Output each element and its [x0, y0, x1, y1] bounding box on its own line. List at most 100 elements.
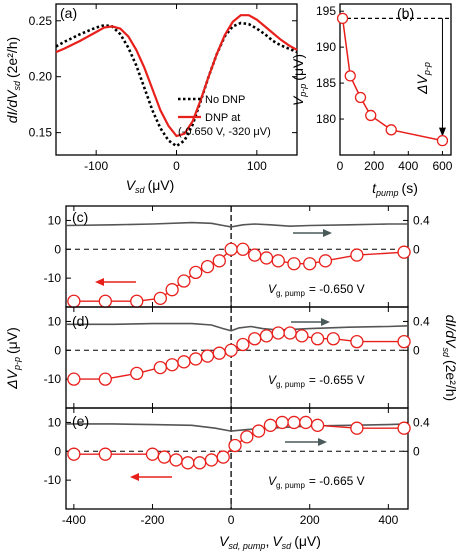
panel-c-data-point — [271, 254, 285, 268]
panel-e-right-ytick-label: 0 — [413, 444, 420, 458]
panel-d-data-point — [310, 332, 325, 346]
panel-a-xtick-label: 0 — [173, 159, 180, 173]
panel-e-label: (e) — [72, 413, 89, 429]
panel-e-data-point — [216, 450, 230, 464]
panel-b-label: (b) — [397, 5, 414, 21]
panel-c-data-point — [212, 254, 226, 268]
panel-d-vg-label: Vg, pump = -0.655 V — [268, 373, 365, 389]
panel-c-ytick-label: 10 — [48, 213, 62, 227]
panel-a-ytick-label: 0.20 — [29, 70, 53, 84]
panel-e-data-point — [98, 447, 112, 461]
legend-dnp-params: (-0.650 V, -320 μV) — [178, 126, 271, 138]
panel-e-data-point — [275, 415, 289, 430]
panel-d-data-point — [271, 326, 285, 340]
panel-c-gray-arrow-head — [323, 229, 332, 237]
panel-b-data-point — [336, 12, 349, 25]
bottom-xtick-label: 0 — [228, 513, 235, 527]
panel-a: -100 0 100 0.15 0.20 0.25 (a) No DNP DNP at (… — [4, 3, 298, 195]
panel-e-red-arrow — [130, 473, 172, 481]
panel-b-xtick-label: 0 — [337, 159, 344, 173]
panel-c-vg-label: Vg, pump = -0.650 V — [268, 282, 365, 298]
panel-c-data-point — [67, 294, 81, 308]
panel-d-label: (d) — [72, 313, 89, 329]
panel-c-data-point — [287, 257, 301, 271]
panel-c-data-point — [98, 294, 112, 308]
panel-b-ytick-label: 185 — [316, 76, 336, 90]
panel-d-data-point — [189, 352, 203, 366]
panel-a-ytick-label: 0.15 — [29, 126, 53, 140]
panel-c-data-point — [153, 291, 167, 305]
panel-d: -10 0 10 0 0.4 (d) Vg, pump = -0.655 V — [44, 306, 430, 409]
panel-d-data-point — [98, 372, 112, 386]
panel-a-xtick-label: 100 — [247, 159, 267, 173]
panel-a-xlabel: Vsd (μV) — [126, 177, 175, 195]
panel-d-data-point — [350, 334, 364, 349]
panel-a-ytick-label: 0.25 — [29, 14, 53, 28]
dnp-series-line — [55, 14, 298, 138]
panel-b-data-point — [436, 134, 449, 147]
panel-d-frame — [65, 306, 409, 409]
panel-e-frame — [65, 407, 409, 510]
panel-c-data-point — [236, 242, 250, 256]
panel-e-data-point — [299, 415, 313, 430]
panel-d-data-point — [326, 332, 340, 346]
panel-b-ylabel: Vp-p(μV) — [290, 54, 308, 106]
panel-d-data-point — [177, 355, 191, 369]
panel-d-data-point — [259, 329, 274, 343]
legend-dnp-text: DNP at — [205, 112, 240, 124]
panel-b-xtick-label: 600 — [432, 159, 452, 173]
panel-d-data-point — [248, 332, 262, 346]
panel-e-data-point — [169, 453, 183, 467]
panel-d-gray-arrow-head — [321, 318, 330, 326]
panel-e-data-point — [350, 421, 364, 435]
panel-b-ytick-label: 180 — [316, 112, 336, 126]
panel-c: -10 0 10 0 0.4 (c) Vg, pump = -0.650 V — [44, 205, 430, 308]
panel-d-data-point — [295, 329, 309, 343]
panel-b-delta-annotation: ΔVp-p — [414, 62, 432, 95]
panel-d-data-point — [200, 349, 215, 363]
panel-e-data-point — [251, 424, 266, 438]
panel-c-data-point — [165, 283, 179, 297]
legend-no-dnp-text: No DNP — [205, 94, 245, 106]
panel-d-data-point — [283, 326, 297, 340]
panel-c-data-point — [189, 265, 203, 280]
panel-b-data-point — [385, 124, 397, 136]
panel-d-data-point — [397, 334, 411, 349]
panel-d-gray-arrow — [291, 318, 330, 326]
panel-d-data-point — [212, 346, 226, 360]
panel-a-xtick-label: -100 — [84, 159, 108, 173]
panel-c-data-point — [224, 242, 238, 256]
panel-c-ytick-label: 0 — [54, 242, 61, 256]
panel-b-xlabel: tpump (s) — [372, 180, 418, 198]
panel-c-red-arrow-head — [95, 278, 104, 286]
panel-b-data-point — [354, 91, 367, 104]
panel-e-ytick-label: -10 — [44, 473, 62, 487]
panel-c-ytick-label: -10 — [44, 271, 62, 285]
bottom-xtick-label: -200 — [140, 513, 164, 527]
panel-e-data-point — [181, 456, 195, 470]
panel-e-data-point — [204, 453, 219, 467]
panel-d-data-point — [236, 337, 250, 352]
panel-b-xtick-label: 200 — [364, 159, 384, 173]
panel-e-data-point — [193, 456, 207, 470]
panel-c-data-point — [177, 274, 191, 288]
panel-e-vg-label: Vg, pump = -0.665 V — [268, 474, 365, 490]
panel-b-ytick-label: 195 — [316, 4, 336, 18]
panel-e-ytick-label: 0 — [54, 444, 61, 458]
panel-e-data-point — [157, 450, 171, 464]
bottom-right-ylabel: dI/dVsd(2e²/h) — [441, 315, 459, 401]
panel-d-right-ytick-label: 0.4 — [413, 314, 430, 328]
panel-b-ytick-label: 190 — [316, 40, 336, 54]
panel-c-data-point — [397, 245, 411, 259]
panel-d-ytick-label: -10 — [44, 372, 62, 386]
panel-e-red-arrow-head — [130, 473, 139, 481]
panel-e-data-point — [67, 447, 81, 461]
bottom-left-ylabel: ΔVp-p(μV) — [4, 327, 22, 389]
panel-b-data-point — [365, 109, 377, 122]
panel-b-data-point — [344, 70, 356, 82]
panel-d-ytick-label: 10 — [48, 314, 62, 328]
panel-c-data-point — [350, 248, 364, 262]
panel-c-right-ytick-label: 0 — [413, 242, 420, 256]
panel-e-gray-arrow — [285, 438, 327, 446]
panel-e-gray-arrow-head — [318, 438, 327, 446]
